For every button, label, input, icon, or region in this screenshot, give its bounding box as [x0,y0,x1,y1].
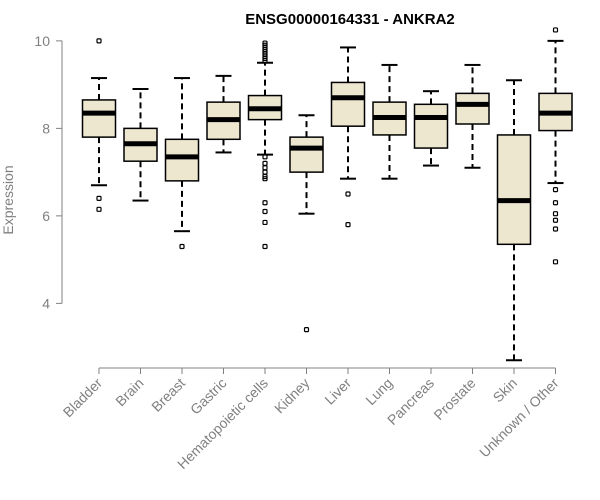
y-tick-label: 10 [34,33,50,49]
box-gastric [206,74,241,154]
iqr-box [496,134,532,246]
outlier-point [262,243,268,250]
outlier-point [262,160,268,166]
iqr-box [164,138,200,182]
x-tick-label: Prostate [430,375,478,423]
outlier-point [262,169,268,175]
iqr-box [455,92,490,125]
x-tick-label: Liver [321,375,354,408]
outlier-point [96,38,102,44]
y-tick-label: 4 [42,295,50,311]
outlier-point [96,195,102,201]
box-unknown-other [538,27,573,265]
box-skin [496,79,532,362]
x-tick-label: Bladder [60,375,106,421]
outlier-point [552,200,559,206]
x-tick-label: Breast [148,375,188,415]
box-lung [372,63,407,180]
y-tick-label: 6 [42,208,50,224]
outlier-point [262,165,268,171]
box-prostate [455,63,490,169]
box-liver [330,46,366,228]
outlier-point [552,187,559,193]
outlier-point [345,191,351,197]
outlier-point [262,154,268,160]
chart-title: ENSG00000164331 - ANKRA2 [245,11,455,28]
iqr-box [330,81,366,127]
outlier-point [552,211,559,217]
outlier-point [345,222,351,228]
box-breast [164,77,200,250]
y-axis: 4 6 8 10 [34,33,63,311]
outlier-point [552,217,559,223]
outlier-point [179,243,185,250]
iqr-box [413,103,449,149]
x-tick-label: Kidney [271,375,313,417]
outlier-point [262,208,268,215]
outlier-point [552,226,559,232]
box-hematopoietic-cells [247,40,283,250]
y-axis-label: Expression [0,165,16,234]
y-tick-label: 8 [42,120,50,136]
outlier-point [552,27,559,33]
box-kidney [289,114,324,333]
iqr-box [289,136,324,173]
box-series [81,27,573,362]
iqr-box [81,99,117,138]
outlier-point [96,206,102,212]
x-tick-label: Skin [490,375,521,406]
outlier-point [262,219,268,226]
x-tick-label: Unknown / Other [476,375,562,461]
box-brain [123,88,158,202]
outlier-point [262,176,268,182]
outlier-point [262,200,268,206]
outlier-point [303,327,310,333]
x-tick-label: Brain [112,375,146,409]
outlier-point [262,57,268,64]
outlier-point [552,259,559,265]
x-tick-label: Lung [362,375,395,408]
box-pancreas [413,90,449,167]
box-bladder [81,38,117,212]
